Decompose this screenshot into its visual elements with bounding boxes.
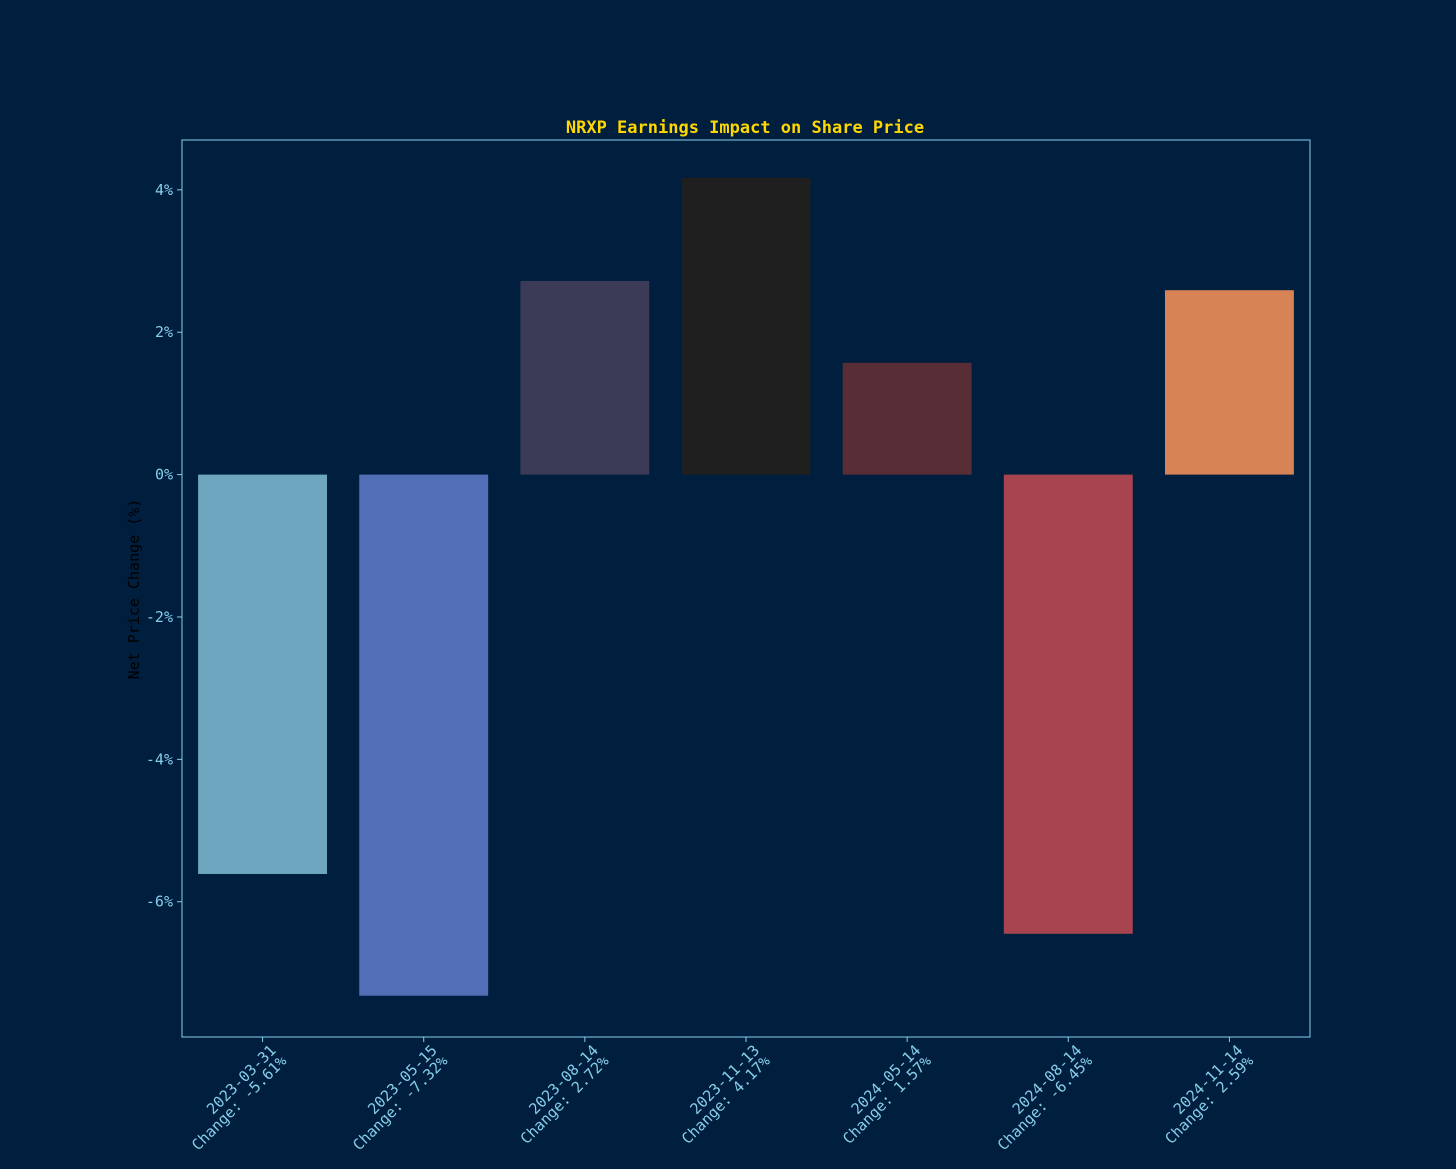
y-axis-label: Net Price Change (%) [125,499,143,680]
bar-3 [520,280,650,475]
bar-4 [681,177,811,475]
x-tick-label-line: Change: -5.61% [188,1052,290,1154]
x-tick-label: 2023-05-15Change: -7.32% [339,1041,452,1154]
x-tick-label: 2024-05-14Change: 1.57% [828,1041,934,1147]
bars-layer [198,177,1294,996]
y-tick-label: -6% [146,893,173,911]
x-tick-label: 2024-11-14Change: 2.59% [1151,1041,1257,1147]
x-tick-label-line: Change: -7.32% [349,1052,451,1154]
x-tick-label: 2024-08-14Change: -6.45% [983,1041,1096,1154]
y-axis-ticks: 4% 2% 0% -2% -4% -6% [146,181,182,911]
bar-1 [198,474,328,874]
x-tick-label: 2023-11-13Change: 4.17% [667,1041,773,1147]
bar-2 [359,474,489,996]
bar-6 [1003,474,1133,934]
bar-7 [1164,290,1294,475]
y-tick-label: -4% [146,750,173,768]
x-tick-label: 2023-08-14Change: 2.72% [506,1041,612,1147]
y-tick-label: 2% [155,323,173,341]
bar-5 [842,362,972,475]
y-tick-label: 4% [155,181,173,199]
chart-title: NRXP Earnings Impact on Share Price [566,118,924,138]
x-tick-label: 2023-03-31Change: -5.61% [177,1041,290,1154]
y-tick-label: -2% [146,608,173,626]
y-tick-label: 0% [155,466,173,484]
x-axis-ticks: 2023-03-31Change: -5.61% 2023-05-15Change… [177,1037,1257,1154]
x-tick-label-line: Change: -6.45% [994,1052,1096,1154]
